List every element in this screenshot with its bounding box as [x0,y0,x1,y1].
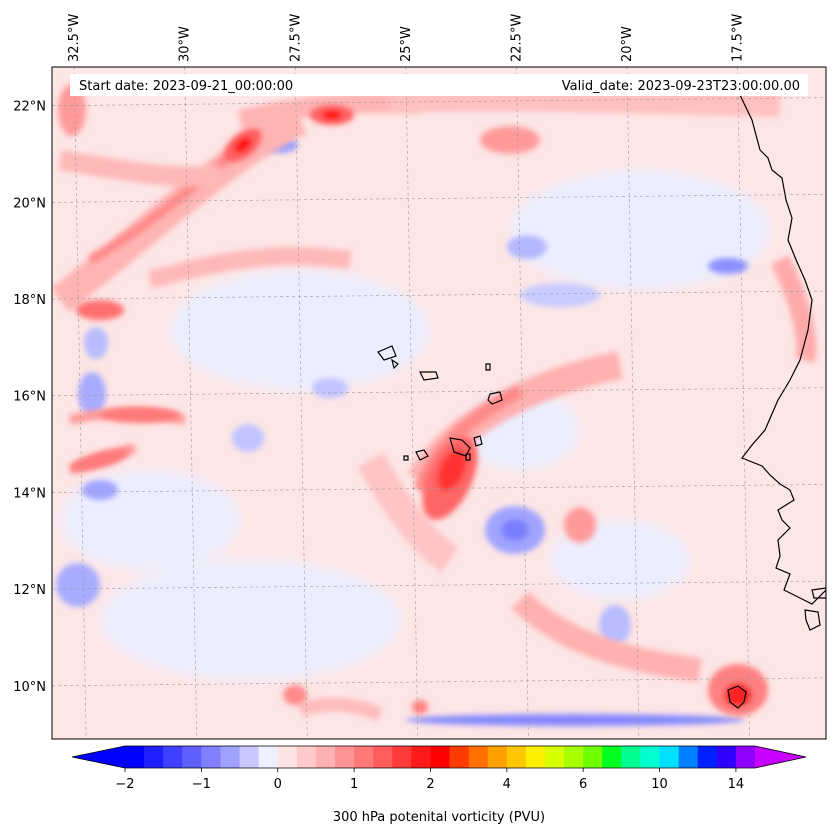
colorbar-segment [182,746,202,768]
lat-tick-label: 20°N [13,196,46,211]
colorbar-tick-label: 1 [350,777,358,792]
colorbar-segment [545,746,565,768]
colorbar-segment [277,746,298,768]
colorbar-segment [354,746,374,768]
lon-tick-label: 17.5°W [731,14,746,62]
lon-gridline [73,67,87,739]
colorbar-segment [525,746,546,768]
colorbar-segment [697,746,718,768]
colorbar-segment [392,746,412,768]
colorbar-tick-label: −2 [115,777,134,792]
pv-field [52,67,826,739]
colorbar-segment [659,746,680,768]
lon-tick-label: 32.5°W [67,14,82,62]
colorbar-segment [487,746,508,768]
colorbar-segment [449,746,470,768]
lon-tick-label: 20°W [620,26,635,62]
colorbar-under-arrow [72,746,125,768]
coast-islands [804,587,826,631]
lat-tick-label: 14°N [13,486,46,501]
colorbar-segment [735,746,756,768]
lat-tick-label: 16°N [13,390,46,405]
cabo-verde-islands [377,345,503,461]
gridlines [52,67,826,739]
latitude-tick-labels: 22°N 20°N 18°N 16°N 14°N 12°N 10°N [13,100,46,695]
map-frame [51,66,827,740]
colorbar-segment [201,746,221,768]
colorbar-segment [296,746,317,768]
longitude-tick-labels: 32.5°W 30°W 27.5°W 25°W 22.5°W 20°W 17.5°W [67,14,745,62]
lat-tick-label: 22°N [13,100,46,115]
colorbar-segment [602,746,622,768]
colorbar: −2 −1 0 1 2 4 6 10 14 [71,745,807,792]
colorbar-segment [163,746,183,768]
colorbar-tick-label: 2 [426,777,434,792]
colorbar-segment [315,746,336,768]
west-africa-coast [739,94,826,605]
colorbar-segment [430,746,451,768]
colorbar-segment [220,746,241,768]
colorbar-segment [583,746,603,768]
colorbar-tick-label: 6 [579,777,587,792]
lon-gridline [405,67,419,739]
colorbar-label: 300 hPa potenital vorticity (PVU) [333,810,545,825]
lon-gridline [737,67,750,739]
colorbar-segment [258,746,279,768]
lon-tick-label: 27.5°W [288,14,303,62]
colorbar-segment [125,746,145,768]
lon-gridline [516,67,529,739]
bissagos-coast [727,685,747,709]
colorbar-tick-label: 10 [651,777,668,792]
colorbar-segment [144,746,164,768]
colorbar-segment [506,746,527,768]
lat-tick-label: 18°N [13,293,46,308]
lon-tick-label: 30°W [178,26,193,62]
colorbar-segment [716,746,737,768]
colorbar-segment [640,746,661,768]
colorbar-tick-label: −1 [192,777,211,792]
lon-gridline [626,67,640,739]
coastline [377,94,826,709]
start-date-text: Start date: 2023-09-21_00:00:00 [79,79,293,94]
date-banner [70,74,808,96]
colorbar-segment [468,746,489,768]
colorbar-segment [621,746,641,768]
pv-maxima [58,84,768,716]
lat-tick-label: 10°N [13,680,46,695]
colorbar-segment [564,746,584,768]
valid-date-text: Valid_date: 2023-09-23T23:00:00.00 [562,79,800,94]
lon-tick-label: 22.5°W [509,14,524,62]
lon-gridline [294,67,308,739]
colorbar-tick-label: 4 [503,777,511,792]
colorbar-segment [373,746,393,768]
colorbar-tick-label: 0 [274,777,282,792]
pv-blue-blobs [56,137,748,726]
lon-tick-label: 25°W [399,26,414,62]
colorbar-over-arrow [755,746,806,768]
lat-tick-label: 12°N [13,583,46,598]
lon-gridline [184,67,197,739]
colorbar-segment [411,746,431,768]
colorbar-tick-label: 14 [728,777,745,792]
colorbar-segment [335,746,355,768]
colorbar-segment [239,746,260,768]
colorbar-segment [678,746,699,768]
